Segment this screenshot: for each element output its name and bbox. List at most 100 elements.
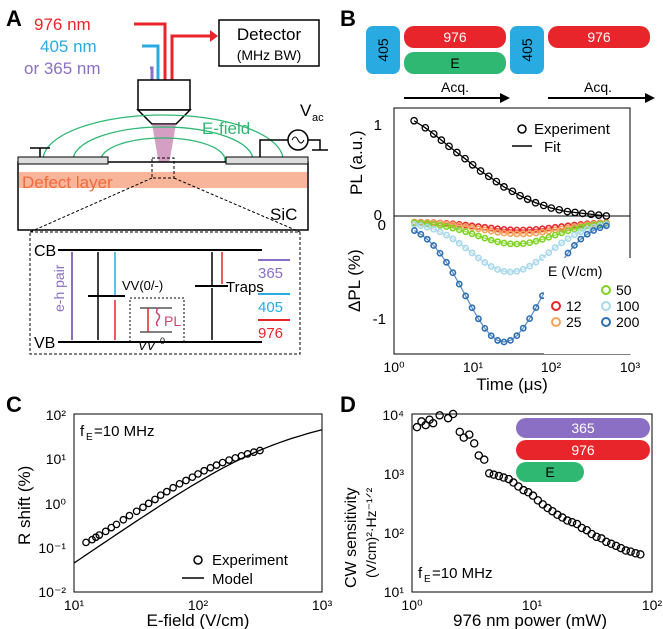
d-point (553, 510, 562, 520)
efield-label: E-field (202, 119, 250, 138)
d-point (631, 548, 640, 558)
b-bottom-point (539, 235, 546, 243)
c-point (156, 491, 165, 500)
b-top-point (516, 191, 524, 200)
b-top-point (555, 205, 564, 214)
d-ytick: 10⁴ (382, 407, 404, 423)
c-point (256, 446, 264, 455)
d-point (465, 430, 474, 439)
b-top-ytick: 0 (374, 207, 382, 224)
b-top-point (476, 167, 485, 175)
c-axes (73, 413, 323, 593)
d-annotation-rest: =10 MHz (432, 565, 492, 582)
b-bottom-point (583, 230, 591, 238)
c-xtick: 10² (188, 597, 209, 613)
b-bottom-point (462, 244, 470, 252)
d-point (606, 539, 616, 549)
b-legend-marker-12 (551, 301, 561, 311)
b-bottom-point (500, 338, 508, 346)
c-point (144, 499, 153, 508)
band-diagram-box (29, 231, 301, 355)
b-top-point (421, 123, 430, 132)
vv-label: VV(0/-) (122, 278, 163, 293)
b-bottom-point (487, 263, 495, 270)
c-point (231, 454, 240, 462)
b-bottom-point (494, 337, 502, 344)
b-bottom-ylabel: ΔPL (%) (345, 249, 364, 312)
sine-icon (291, 136, 305, 144)
b-bottom-point (443, 231, 450, 239)
traps-label: Traps (226, 279, 264, 296)
seq-405-block (366, 26, 400, 74)
c-xlabel: E-field (V/cm) (147, 611, 250, 629)
b-bottom-point (455, 280, 463, 288)
d-ytick: 10¹ (384, 584, 405, 600)
b-bottom-point (539, 254, 546, 261)
c-point (101, 527, 110, 536)
b-bottom-point (481, 259, 489, 266)
beam-365 (150, 66, 154, 80)
d-point (636, 550, 645, 559)
c-annotation-sub: E (86, 432, 93, 443)
b-bottom-point (436, 249, 444, 257)
beam-to-detector (170, 34, 210, 80)
panel-d-label: D (340, 392, 356, 417)
panel-b-label: B (340, 6, 356, 31)
b-top-point (523, 195, 532, 204)
b-bottom-point (481, 234, 489, 242)
d-point (621, 546, 631, 555)
electrode-left (17, 156, 109, 165)
d-axes (411, 413, 653, 593)
b-bottom-point (462, 228, 470, 236)
acq2-label: Acq. (584, 79, 612, 95)
d-point (538, 500, 548, 509)
b-bottom-point (423, 223, 431, 231)
d-bar-365 (516, 418, 650, 438)
c-point (200, 466, 208, 475)
b-top-point (429, 130, 438, 138)
c-ytick: 10² (46, 407, 67, 423)
c-point (194, 470, 202, 478)
panel-c: C 10² 10¹ 10⁰ 10⁻¹ 10⁻² 10¹ 10² 10³ E-fi… (6, 392, 332, 629)
d-point (514, 482, 523, 491)
detector-bw-label: (MHz BW) (237, 47, 302, 63)
d-point (533, 496, 543, 505)
b-top-fit-line (413, 120, 607, 217)
d-ylabel-line2: (V/cm)²·Hz⁻¹ᐟ² (363, 487, 379, 578)
vv0-label: VV (138, 338, 157, 353)
b-bottom-point (455, 239, 463, 247)
b-bottom-point (487, 332, 495, 340)
b-bottom-fit-line (414, 225, 607, 343)
d-ylabel-line1: CW sensitivity (343, 488, 360, 588)
c-point (139, 503, 147, 512)
seq2-405-block (510, 26, 544, 74)
d-point (479, 455, 489, 464)
b-bottom-point (545, 233, 553, 241)
b-legend-marker (517, 124, 527, 134)
c-ylabel: R shift (%) (15, 466, 34, 545)
d-bar-e-label: E (545, 464, 554, 480)
b-bottom-point (481, 324, 489, 332)
legend-365: 365 (258, 265, 283, 282)
b-bottom-fit-line (414, 223, 607, 273)
b-bottom-point (494, 266, 502, 273)
d-xtick: 10⁰ (401, 597, 423, 613)
b-bottom-point (487, 236, 495, 244)
b-bottom-point (468, 230, 476, 238)
panel-c-label: C (6, 392, 22, 417)
c-point (218, 458, 227, 467)
c-point (95, 531, 104, 539)
b-bottom-point (571, 231, 578, 239)
detector-box (218, 19, 320, 67)
d-point (443, 413, 453, 423)
b-bottom-point (577, 235, 585, 243)
b-bottom-point (449, 235, 457, 243)
b-bottom-point (564, 227, 572, 235)
b-bottom-point (443, 258, 450, 266)
b-xtick: 10¹ (463, 359, 484, 375)
beam-405 (142, 44, 160, 80)
b-bottom-point (430, 225, 438, 233)
c-point (169, 483, 177, 492)
b-bottom-point (417, 230, 425, 238)
c-xtick: 10¹ (64, 597, 85, 613)
